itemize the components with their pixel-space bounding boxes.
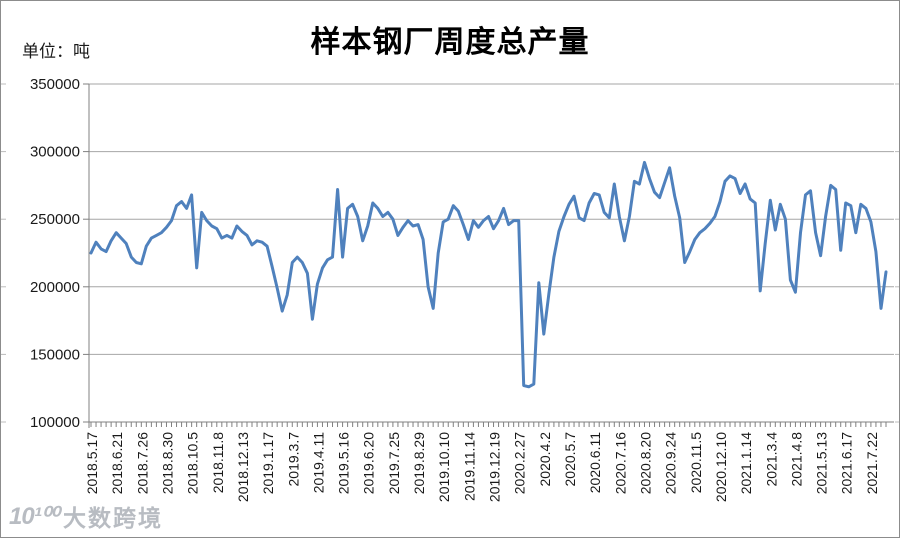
x-axis-label: 2019.8.29 — [411, 432, 427, 494]
x-axis-label: 2019.11.14 — [461, 432, 477, 501]
y-axis-label: 100000 — [30, 414, 80, 431]
x-axis-label: 2021.3.4 — [763, 432, 779, 487]
x-axis-label: 2020.9.24 — [663, 432, 679, 494]
x-axis-label: 2021.4.8 — [788, 432, 804, 487]
x-axis-label: 2021.1.14 — [738, 432, 754, 494]
x-axis-label: 2020.8.20 — [637, 432, 653, 494]
x-axis-label: 2018.12.13 — [235, 432, 251, 502]
x-axis-label: 2018.6.21 — [109, 432, 125, 494]
x-axis-label: 2019.1.17 — [260, 432, 276, 494]
y-axis-label: 200000 — [30, 279, 80, 296]
x-axis-label: 2018.8.30 — [159, 432, 175, 494]
x-axis-label: 2020.11.5 — [688, 432, 704, 493]
x-axis-label: 2019.3.7 — [285, 432, 301, 487]
x-axis-label: 2021.5.13 — [814, 432, 830, 494]
chart-title: 样本钢厂周度总产量 — [310, 26, 590, 59]
x-axis-label: 2019.4.11 — [310, 432, 326, 493]
unit-label: 单位：吨 — [22, 42, 90, 61]
x-axis-label: 2018.5.17 — [84, 432, 100, 494]
series-line — [89, 160, 888, 389]
x-axis-label: 2021.6.17 — [839, 432, 855, 494]
x-axis-label: 2019.6.20 — [361, 432, 377, 494]
x-axis-label: 2020.6.11 — [587, 432, 603, 493]
x-axis-label: 2019.5.16 — [336, 432, 352, 494]
x-axis-label: 2020.5.7 — [562, 432, 578, 487]
y-axis-label: 250000 — [30, 211, 80, 228]
x-axis-label: 2019.10.10 — [436, 432, 452, 502]
watermark-text: 大数跨境 — [62, 505, 163, 531]
watermark: 10¹⁰⁰ 大数跨境 — [9, 499, 163, 533]
x-axis-label: 2019.7.25 — [386, 432, 402, 494]
x-axis-label: 2018.10.5 — [185, 432, 201, 494]
x-axis-label: 2021.7.22 — [864, 432, 880, 494]
x-axis-label: 2018.7.26 — [134, 432, 150, 494]
watermark-logo-icon: 10¹⁰⁰ — [9, 502, 59, 530]
x-axis-label: 2020.12.10 — [713, 432, 729, 502]
y-axis-label: 350000 — [30, 76, 80, 93]
x-axis-label: 2018.11.8 — [210, 432, 226, 493]
x-axis-label: 2020.2.27 — [512, 432, 528, 494]
x-axis-label: 2020.7.16 — [612, 432, 628, 494]
x-axis-label: 2020.4.2 — [537, 432, 553, 487]
x-axis-label: 2019.12.19 — [487, 432, 503, 502]
y-axis-label: 150000 — [30, 346, 80, 363]
y-axis-label: 300000 — [30, 144, 80, 161]
